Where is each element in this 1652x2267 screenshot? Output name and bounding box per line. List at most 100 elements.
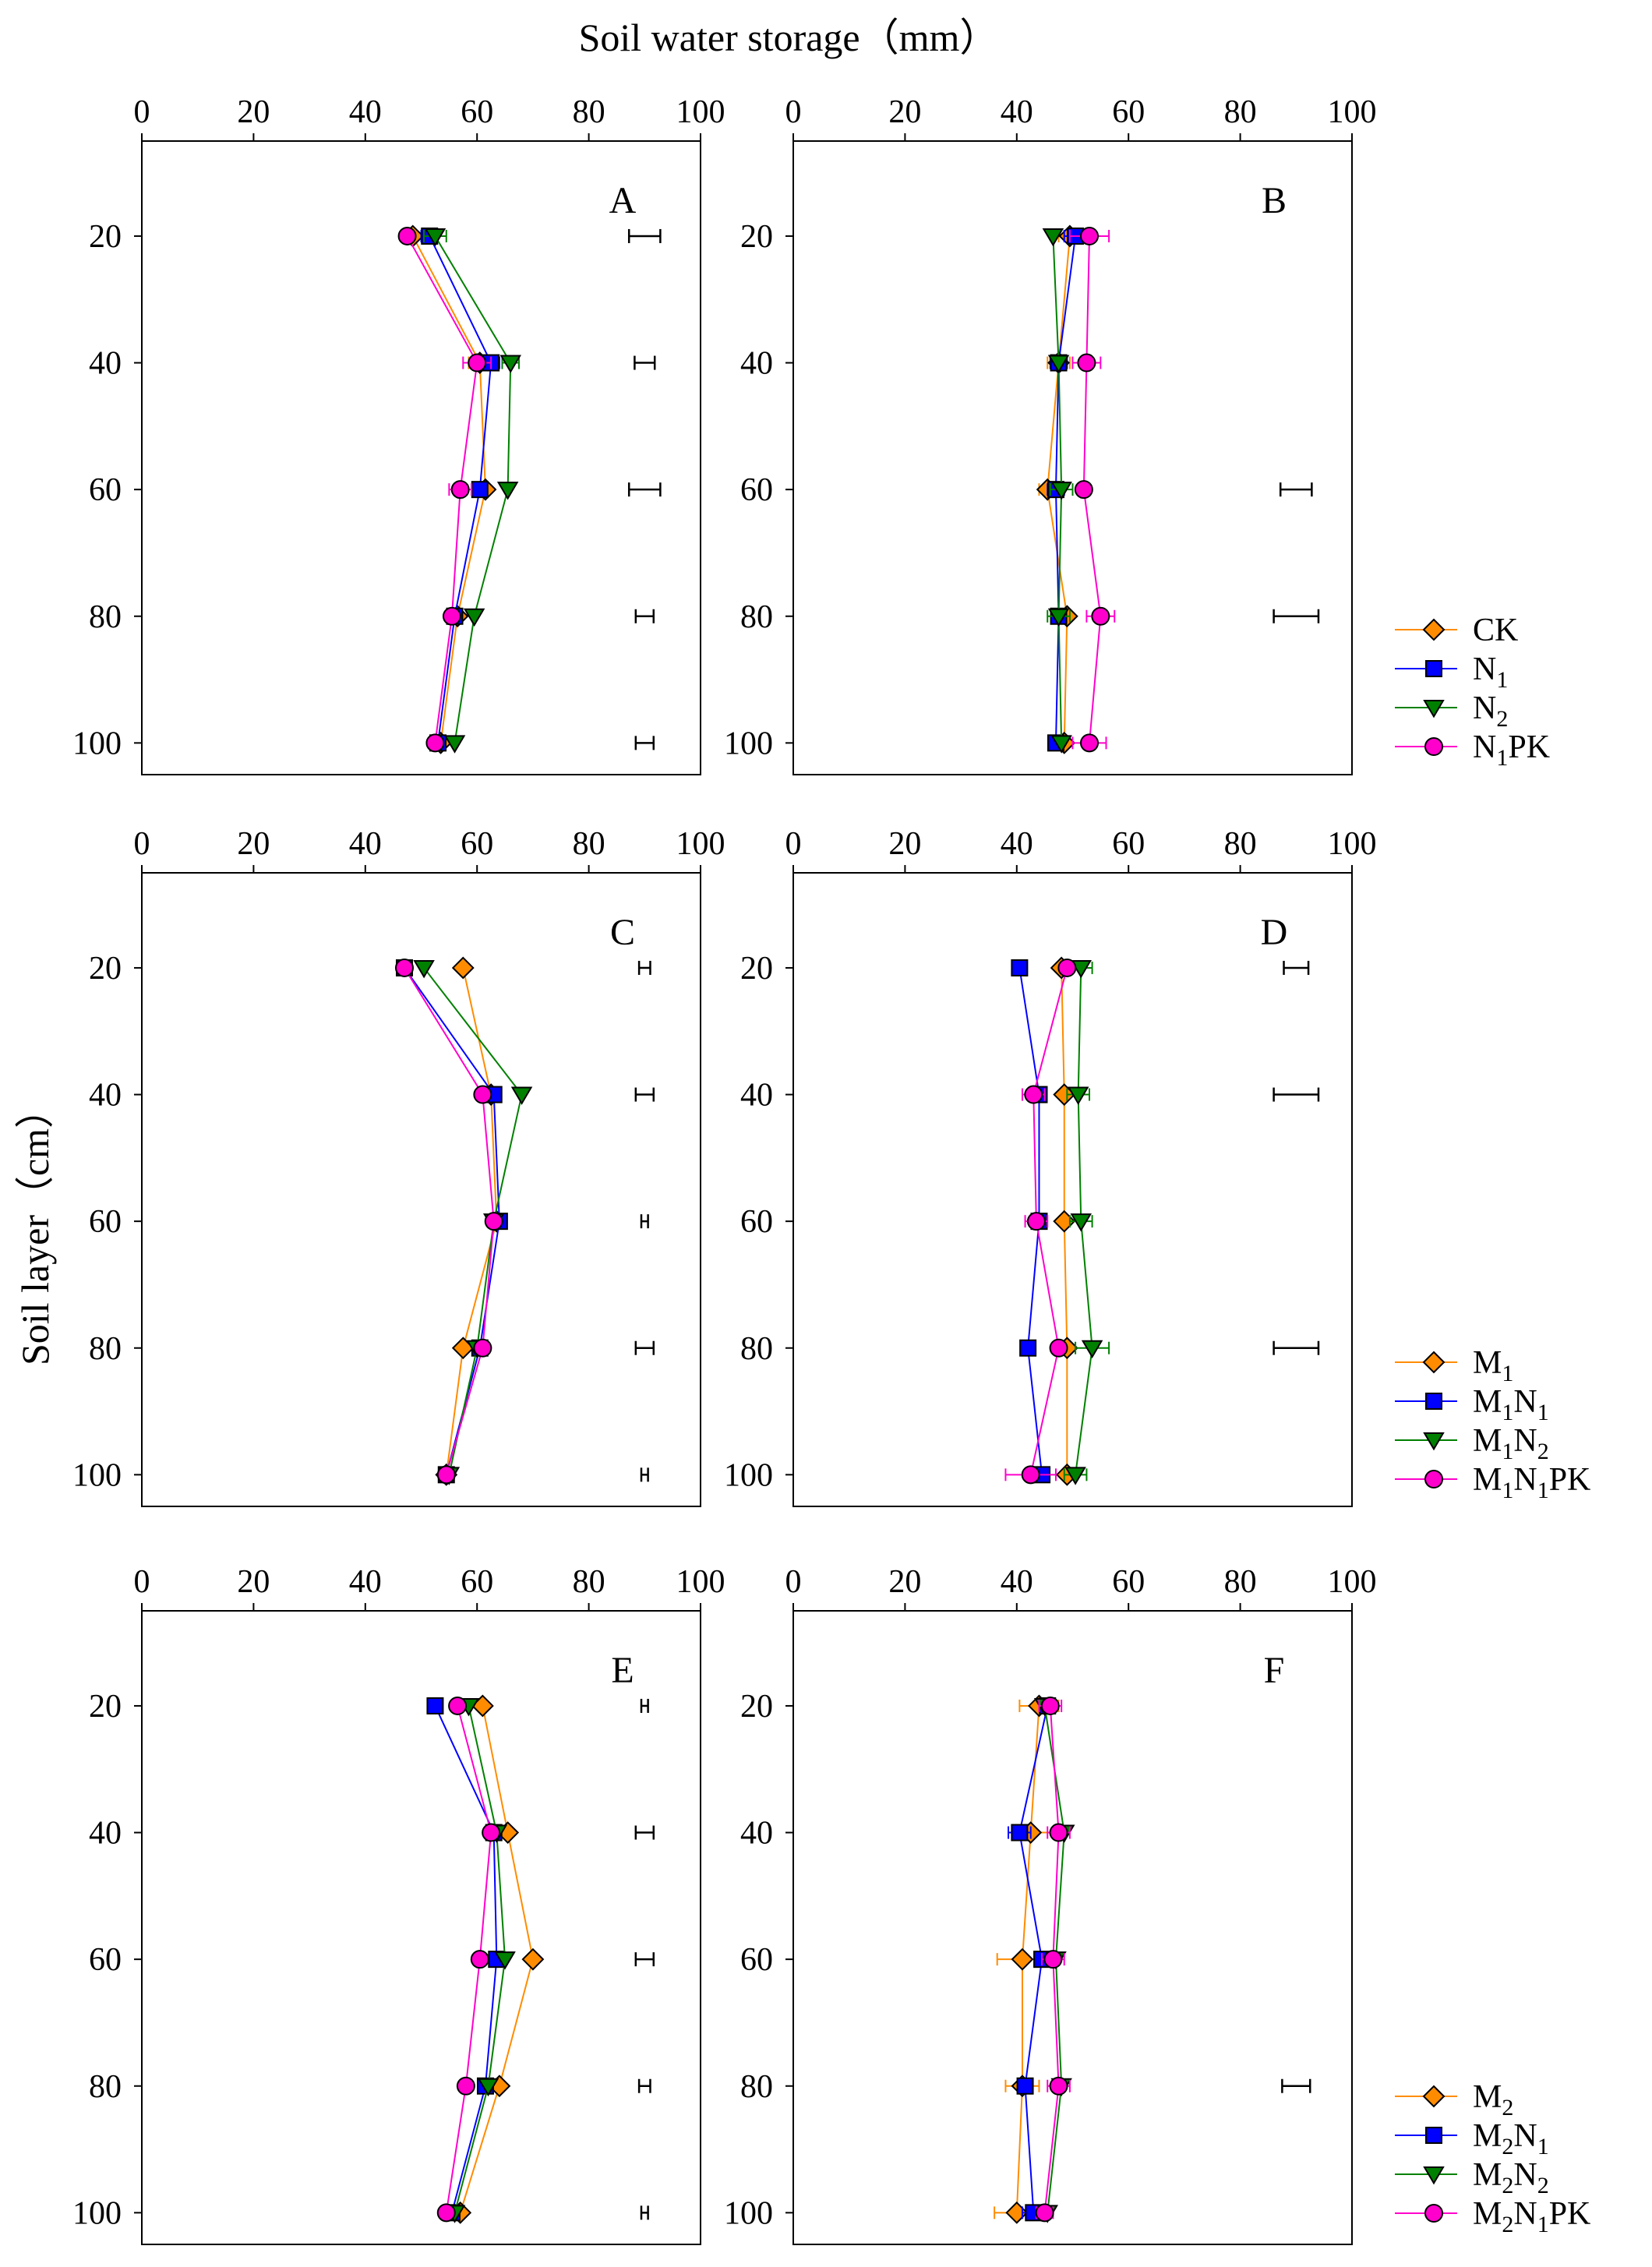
x-tick-label: 40 xyxy=(1001,94,1033,130)
legend-entry: N1PK xyxy=(1395,729,1550,771)
legend-label: N1PK xyxy=(1473,729,1550,771)
x-tick-label: 80 xyxy=(573,1564,605,1600)
data-point xyxy=(494,1951,516,1970)
legend-marker xyxy=(1425,2127,1442,2144)
data-point xyxy=(397,226,417,245)
series-n2 xyxy=(1042,228,1074,754)
y-tick-label: 40 xyxy=(89,346,122,382)
y-tick-label: 80 xyxy=(740,2069,773,2105)
x-tick-label: 0 xyxy=(785,826,802,862)
legend-label: N2 xyxy=(1473,690,1508,732)
x-tick-label: 80 xyxy=(1224,826,1257,862)
data-point xyxy=(1049,1338,1068,1358)
data-point xyxy=(1080,733,1100,753)
legend-entry: M1N1 xyxy=(1395,1384,1549,1425)
data-point xyxy=(1064,1467,1086,1485)
series-m1n2 xyxy=(413,959,533,1485)
y-tick-label: 60 xyxy=(740,472,773,508)
lsd-bar xyxy=(1283,960,1310,975)
x-tick-label: 40 xyxy=(349,826,382,862)
legend-marker xyxy=(1422,2085,1446,2108)
x-tick-label: 80 xyxy=(1224,1564,1257,1600)
lsd-bar xyxy=(634,1825,655,1840)
lsd-bar xyxy=(637,960,651,975)
data-point xyxy=(1047,608,1070,627)
data-point xyxy=(451,956,475,980)
legend-label: M2N1 xyxy=(1473,2118,1549,2159)
y-axis-title: Soil layer（cm） xyxy=(13,1089,57,1365)
panel-letter: D xyxy=(1261,912,1288,953)
y-tick-label: 80 xyxy=(89,1331,122,1367)
series-n1pk xyxy=(397,226,492,753)
data-point xyxy=(477,2078,499,2097)
lsd-bar xyxy=(634,609,655,623)
y-tick-label: 40 xyxy=(740,346,773,382)
x-tick-label: 40 xyxy=(349,1564,382,1600)
x-tick-label: 0 xyxy=(785,1564,802,1600)
data-point xyxy=(413,959,435,979)
x-tick-label: 20 xyxy=(888,94,921,130)
y-tick-label: 20 xyxy=(89,951,122,987)
y-tick-label: 80 xyxy=(740,599,773,635)
legend-label: N1 xyxy=(1473,651,1508,693)
plot-frame xyxy=(141,140,701,775)
data-point xyxy=(1011,959,1029,976)
data-point xyxy=(1049,1823,1068,1842)
x-tick-label: 20 xyxy=(237,94,270,130)
data-point xyxy=(456,2076,475,2096)
y-tick-label: 20 xyxy=(89,1689,122,1725)
legend-label: M1N1PK xyxy=(1473,1462,1590,1503)
x-tick-label: 60 xyxy=(1112,826,1145,862)
y-tick-label: 40 xyxy=(740,1816,773,1852)
x-tick-label: 20 xyxy=(888,826,921,862)
x-tick-label: 100 xyxy=(676,94,725,130)
legend-marker xyxy=(1423,700,1445,719)
data-point xyxy=(463,608,485,627)
data-point xyxy=(510,1086,533,1105)
data-point xyxy=(1091,606,1110,626)
data-point xyxy=(448,1696,468,1715)
data-point xyxy=(1081,1340,1103,1359)
x-tick-label: 0 xyxy=(134,94,150,130)
series-m2n1 xyxy=(426,1697,506,2222)
x-tick-label: 0 xyxy=(785,94,802,130)
legend-entry: N1 xyxy=(1395,651,1508,693)
x-tick-label: 80 xyxy=(573,94,605,130)
data-point xyxy=(1074,480,1093,500)
legend-marker xyxy=(1424,2204,1443,2223)
data-point xyxy=(450,480,470,500)
data-point xyxy=(1050,482,1072,500)
data-point xyxy=(1070,1213,1093,1232)
data-point xyxy=(442,606,461,626)
data-point xyxy=(496,482,519,500)
y-tick-label: 100 xyxy=(724,726,773,761)
data-point xyxy=(426,1697,444,1714)
y-tick-label: 100 xyxy=(724,1457,773,1493)
data-point xyxy=(1026,1212,1046,1231)
y-tick-label: 80 xyxy=(89,599,122,635)
lsd-bar xyxy=(1273,1340,1320,1355)
y-tick-label: 40 xyxy=(89,1816,122,1852)
lsd-bar xyxy=(640,2205,649,2220)
legend-label: M2N2 xyxy=(1473,2157,1549,2198)
series-n1pk xyxy=(1068,226,1116,753)
x-tick-label: 40 xyxy=(1001,826,1033,862)
data-point xyxy=(436,1465,456,1485)
lsd-bar xyxy=(634,1340,655,1355)
lsd-bar xyxy=(637,2078,651,2093)
y-tick-label: 80 xyxy=(89,2069,122,2105)
data-point xyxy=(1057,958,1077,977)
series-m1n1pk xyxy=(394,958,503,1485)
x-tick-label: 100 xyxy=(676,1564,725,1600)
y-tick-label: 100 xyxy=(72,2195,122,2231)
lsd-bar xyxy=(634,355,656,370)
lsd-bar xyxy=(1273,1087,1320,1102)
legend-label: M1 xyxy=(1473,1345,1513,1386)
plot-frame xyxy=(792,1610,1353,2245)
x-tick-label: 20 xyxy=(237,1564,270,1600)
data-point xyxy=(499,355,521,373)
panel-letter: E xyxy=(611,1650,634,1691)
y-tick-label: 100 xyxy=(72,1457,122,1493)
